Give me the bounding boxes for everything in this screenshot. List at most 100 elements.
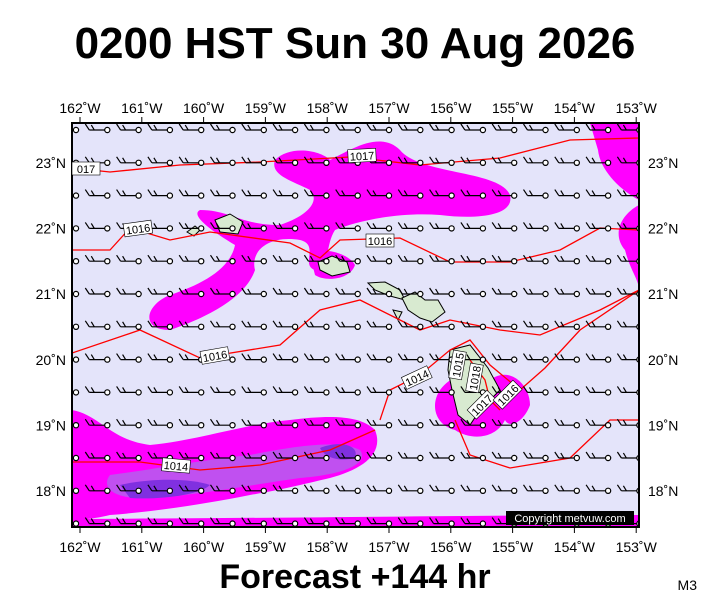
barb-feather [497, 485, 502, 492]
wind-barb [397, 156, 424, 166]
barb-feather [210, 189, 215, 196]
barb-feather [153, 485, 158, 492]
wind-barb [429, 451, 455, 462]
barb-feather [403, 452, 408, 459]
lon-label: 155˚W [492, 100, 534, 116]
barb-feather [560, 387, 565, 393]
wind-barb [303, 123, 330, 134]
barb-station [260, 389, 267, 396]
barb-station [511, 258, 518, 265]
wind-barb [491, 254, 518, 265]
barb-feather [403, 518, 408, 524]
barb-station [417, 520, 424, 527]
barb-feather [560, 255, 565, 262]
barb-feather [309, 157, 314, 164]
barb-station [385, 487, 393, 494]
barb-feather [309, 223, 314, 229]
barb-station [448, 487, 455, 494]
barb-station [573, 192, 581, 199]
barb-feather [122, 157, 127, 164]
barb-feather [178, 156, 184, 164]
barb-feather [90, 419, 95, 426]
barb-station [323, 290, 330, 298]
barb-station [385, 225, 393, 232]
barb-feather [528, 288, 534, 295]
barb-station [385, 126, 393, 134]
barb-station [479, 454, 487, 462]
barb-feather [215, 288, 221, 295]
barb-station [511, 225, 518, 232]
barb-feather [272, 353, 278, 360]
barb-feather [116, 156, 122, 164]
barb-station [104, 422, 111, 429]
wind-barb [366, 320, 393, 330]
barb-feather [554, 484, 560, 492]
barb-feather [591, 223, 596, 229]
barb-feather [466, 485, 471, 492]
wind-barb [303, 386, 330, 396]
barb-feather [122, 255, 127, 262]
barb-station [573, 487, 581, 494]
barb-feather [335, 320, 341, 328]
isobar-label-box [122, 219, 154, 238]
wind-barb [585, 484, 612, 494]
isobar-label-text: 1016 [202, 349, 228, 365]
barb-station [260, 290, 267, 298]
wind-barb [523, 353, 549, 363]
wind-barb [429, 320, 455, 330]
wind-barb [585, 222, 612, 232]
lon-label: 161˚W [121, 539, 163, 555]
wind-barb [147, 156, 174, 166]
barb-feather [147, 287, 153, 295]
barb-feather [554, 123, 560, 131]
lon-label: 157˚W [368, 539, 410, 555]
barb-station [511, 323, 518, 330]
barb-feather [84, 287, 90, 295]
wind-barb [585, 254, 612, 265]
wind-barb [241, 386, 267, 396]
barb-station [511, 126, 518, 134]
barb-feather [341, 354, 346, 360]
barb-station [604, 422, 612, 429]
barb-station [197, 454, 205, 462]
isobar-label: 1017 [347, 147, 377, 164]
barb-feather [303, 484, 309, 492]
barb-feather [554, 386, 560, 393]
barb-feather [241, 418, 247, 426]
barb-feather [429, 254, 435, 262]
barb-station [166, 356, 174, 363]
barb-feather [560, 190, 565, 196]
wind-barb [429, 386, 455, 396]
barb-feather [429, 386, 435, 393]
barb-feather [341, 452, 346, 459]
barb-station [323, 422, 330, 429]
barb-feather [335, 353, 341, 360]
wind-barb [554, 156, 581, 166]
wind-barb [116, 123, 142, 134]
barb-feather [309, 419, 314, 426]
barb-station [479, 422, 487, 429]
barb-station [229, 323, 236, 330]
barb-station [135, 422, 142, 429]
barb-feather [184, 387, 189, 393]
barb-station [72, 389, 80, 396]
barb-feather [309, 321, 314, 328]
barb-feather [60, 322, 63, 327]
wind-barb [585, 451, 612, 462]
barb-feather [184, 124, 189, 131]
barb-station [542, 323, 549, 330]
wind-barb [84, 222, 111, 232]
barb-feather [435, 518, 440, 524]
barb-feather [554, 287, 560, 295]
barb-feather [372, 223, 377, 229]
barb-feather [241, 517, 247, 524]
barb-feather [153, 223, 158, 229]
barb-station [448, 454, 455, 462]
wind-barb [491, 320, 518, 330]
lon-label: 162˚W [59, 100, 101, 116]
barb-feather [335, 386, 341, 393]
barb-feather [497, 157, 502, 164]
barb-feather [215, 157, 221, 164]
barb-station [323, 126, 330, 134]
barb-feather [122, 419, 127, 426]
